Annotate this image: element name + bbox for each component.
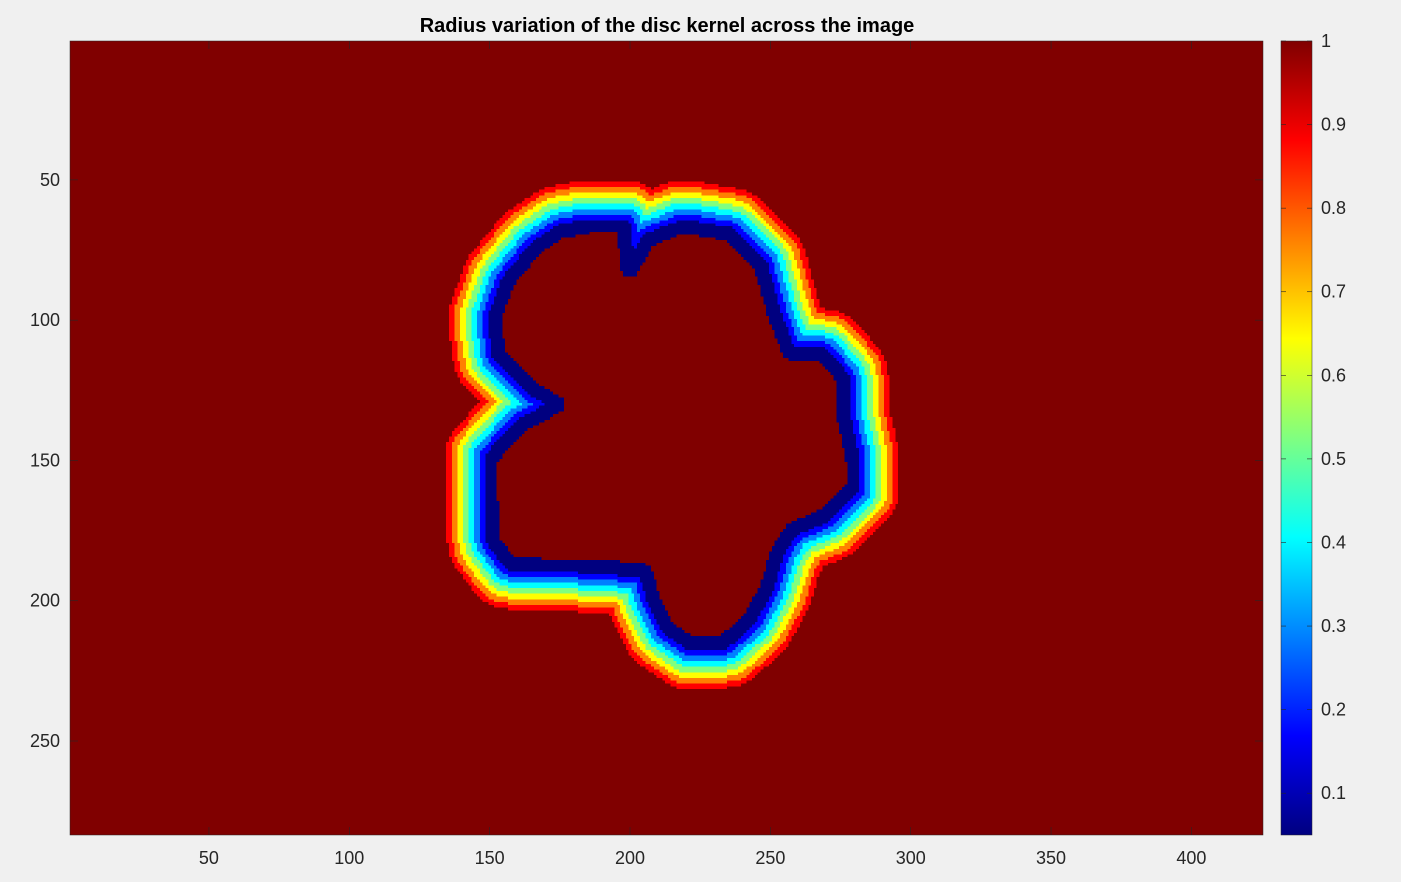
colorbar-ticks: 0.1 0.2 0.3 0.4 0.5 0.6 0.7 0.8 0.9 1 [1281,31,1346,803]
colorbar-tick-label: 0.5 [1321,449,1346,469]
colorbar-tick-label: 0.6 [1321,365,1346,385]
colorbar-tick-label: 0.7 [1321,282,1346,302]
chart-title: Radius variation of the disc kernel acro… [420,15,915,37]
plot-border [69,40,1264,836]
y-tick-label: 200 [30,591,60,611]
y-tick-label: 250 [30,731,60,751]
x-tick-label: 300 [896,848,926,868]
colorbar-tick-label: 0.3 [1321,616,1346,636]
x-tick-label: 50 [199,848,219,868]
colorbar-tick-label: 1 [1321,31,1331,51]
y-axis: 50 100 150 200 250 [30,170,1263,751]
colorbar-tick-label: 0.4 [1321,532,1346,552]
x-tick-label: 200 [615,848,645,868]
x-tick-label: 250 [755,848,785,868]
colorbar-tick-label: 0.8 [1321,198,1346,218]
colorbar-tick-label: 0.9 [1321,115,1346,135]
colorbar-tick-label: 0.1 [1321,783,1346,803]
plot-area[interactable] [69,40,1264,836]
x-tick-label: 100 [334,848,364,868]
x-axis: 50 100 150 200 250 300 350 400 [199,41,1206,868]
heatmap-image [70,41,1263,835]
x-tick-label: 150 [475,848,505,868]
x-tick-label: 400 [1176,848,1206,868]
colorbar-gradient [1280,40,1313,836]
y-tick-label: 50 [40,170,60,190]
colorbar[interactable]: 0.1 0.2 0.3 0.4 0.5 0.6 0.7 0.8 0.9 1 [1280,31,1346,836]
y-tick-label: 100 [30,310,60,330]
colorbar-tick-label: 0.2 [1321,700,1346,720]
x-tick-label: 350 [1036,848,1066,868]
y-tick-label: 150 [30,450,60,470]
